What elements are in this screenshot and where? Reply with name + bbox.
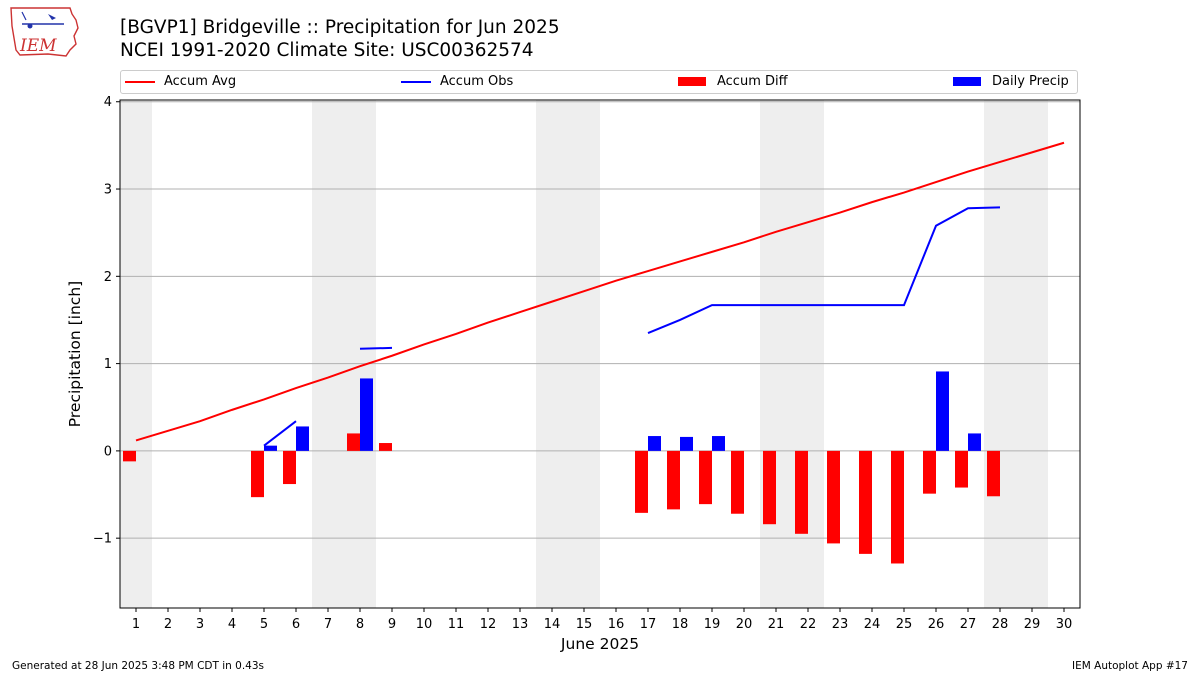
accum-diff-bar-day-18 (667, 450, 680, 510)
weekend-band-4 (760, 100, 824, 608)
accum-avg-line (135, 141, 1065, 442)
x-tick-label: 8 (356, 617, 364, 632)
x-tick-label: 14 (544, 617, 561, 632)
accum-diff-bar-day-22 (795, 450, 808, 534)
accum-diff-bar-day-19 (699, 450, 712, 505)
legend-label-accum-avg: Accum Avg (164, 74, 237, 89)
legend-label-accum-obs: Accum Obs (440, 74, 514, 89)
chart-subtitle: NCEI 1991-2020 Climate Site: USC00362574 (120, 40, 534, 61)
iem-logo: IEM (10, 7, 79, 57)
legend-item-accum-diff: Accum Diff (678, 74, 788, 89)
x-tick-label: 19 (704, 617, 721, 632)
x-tick-label: 26 (928, 617, 945, 632)
x-tick-label: 16 (608, 617, 625, 632)
x-tick-label: 6 (292, 617, 300, 632)
accum-diff-bar-day-21 (763, 450, 776, 525)
accum-diff-bar-day-28 (987, 450, 1000, 497)
legend-item-accum-obs: Accum Obs (401, 74, 513, 89)
accum-diff-bar-day-1 (123, 450, 136, 462)
y-tick-label: 3 (104, 183, 112, 198)
x-tick-label: 25 (896, 617, 913, 632)
legend-item-daily-precip: Daily Precip (953, 74, 1069, 89)
legend-swatch-accum-diff (678, 77, 706, 86)
x-tick-label: 20 (736, 617, 753, 632)
legend-swatch-accum-obs (401, 80, 431, 83)
y-tick-label: 0 (104, 444, 112, 459)
plot-frame (119, 99, 1081, 609)
accum-diff-bar-day-27 (955, 450, 968, 488)
x-tick-label: 29 (1024, 617, 1041, 632)
legend-label-accum-diff: Accum Diff (717, 74, 788, 89)
accum-diff-bar-day-25 (891, 450, 904, 564)
y-tick-label: 1 (104, 357, 112, 372)
x-tick-label: 30 (1056, 617, 1073, 632)
x-tick-label: 15 (576, 617, 593, 632)
x-tick-label: 2 (164, 617, 172, 632)
x-tick-label: 22 (800, 617, 817, 632)
accum-diff-bar-day-26 (923, 450, 936, 494)
x-tick-label: 12 (480, 617, 497, 632)
weekend-band-5 (984, 100, 1048, 608)
accum-diff-bar-day-23 (827, 450, 840, 544)
y-tick-label: −1 (93, 532, 112, 547)
accum-diff-bar-day-17 (635, 450, 648, 513)
accum-diff-bar-day-9 (379, 443, 392, 451)
x-tick-label: 10 (416, 617, 433, 632)
x-tick-label: 27 (960, 617, 977, 632)
x-tick-label: 17 (640, 617, 657, 632)
daily-precip-bar-day-5 (264, 445, 277, 451)
legend-swatch-accum-avg (125, 80, 155, 83)
x-tick-label: 11 (448, 617, 465, 632)
x-tick-label: 5 (260, 617, 268, 632)
weekend-band-2 (312, 100, 376, 608)
legend-item-accum-avg: Accum Avg (125, 74, 236, 89)
legend-swatch-daily-precip (953, 77, 981, 86)
x-tick-label: 23 (832, 617, 849, 632)
accum-obs-line-segment-3 (647, 206, 1001, 334)
y-tick-label: 4 (104, 95, 112, 110)
footer-generated-text: Generated at 28 Jun 2025 3:48 PM CDT in … (12, 660, 265, 672)
accum-obs-line-segment-1 (263, 420, 297, 447)
daily-precip-bar-day-26 (936, 371, 949, 451)
accum-diff-bar-day-8 (347, 433, 360, 451)
accum-diff-bar-day-20 (731, 450, 744, 514)
chart-title: [BGVP1] Bridgeville :: Precipitation for… (120, 17, 560, 38)
logo-text: IEM (19, 36, 57, 56)
daily-precip-bar-day-19 (712, 436, 725, 451)
y-axis-label: Precipitation [inch] (66, 281, 84, 427)
accum-obs-line-segment-2 (359, 346, 393, 350)
y-tick-label: 2 (104, 270, 112, 285)
daily-precip-bar-day-6 (296, 426, 309, 451)
x-tick-label: 13 (512, 617, 529, 632)
x-tick-label: 24 (864, 617, 881, 632)
daily-precip-bar-day-17 (648, 436, 661, 451)
x-tick-label: 4 (228, 617, 236, 632)
x-tick-label: 21 (768, 617, 785, 632)
legend-label-daily-precip: Daily Precip (992, 74, 1069, 89)
x-tick-label: 28 (992, 617, 1009, 632)
x-tick-label: 1 (132, 617, 140, 632)
x-tick-label: 18 (672, 617, 689, 632)
daily-precip-bar-day-27 (968, 433, 981, 451)
x-axis-label: June 2025 (560, 635, 639, 653)
accum-diff-bar-day-24 (859, 450, 872, 554)
accum-diff-bar-day-5 (251, 450, 264, 498)
footer-app-text: IEM Autoplot App #17 (1072, 660, 1188, 672)
weekend-band-3 (536, 100, 600, 608)
x-tick-label: 7 (324, 617, 332, 632)
weekend-band-1 (120, 100, 152, 608)
daily-precip-bar-day-8 (360, 378, 373, 451)
accum-diff-bar-day-6 (283, 450, 296, 485)
daily-precip-bar-day-18 (680, 436, 693, 451)
chart-legend: Accum Avg Accum Obs Accum Diff Daily Pre… (120, 70, 1078, 94)
x-tick-label: 9 (388, 617, 396, 632)
x-tick-label: 3 (196, 617, 204, 632)
